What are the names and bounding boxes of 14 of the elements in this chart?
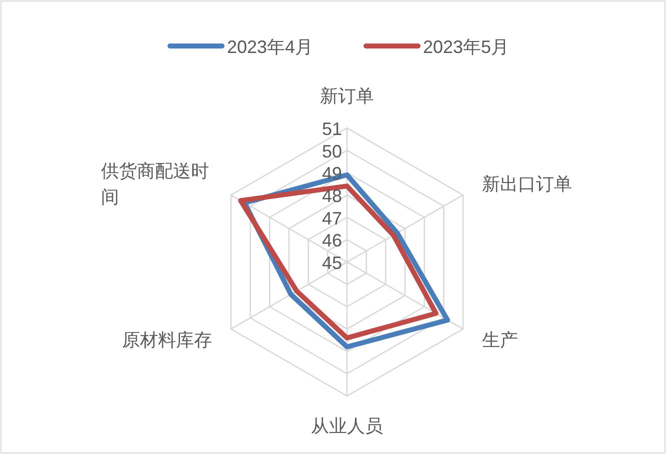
y-tick-label: 45: [322, 253, 342, 273]
spoke-label: 新订单: [320, 86, 374, 106]
y-tick-label: 46: [322, 230, 342, 251]
y-tick-label: 50: [322, 141, 342, 162]
legend-label: 2023年4月: [227, 37, 314, 57]
y-tick-label: 47: [322, 208, 342, 228]
spoke-label: 生产: [482, 330, 518, 350]
y-tick-label: 51: [322, 119, 342, 139]
spoke-label: 从业人员: [311, 416, 383, 436]
spoke-label: 供货商配送时间: [100, 161, 209, 207]
spoke-label: 原材料库存: [122, 330, 212, 350]
legend-label: 2023年5月: [423, 37, 510, 57]
y-tick-label: 48: [322, 186, 342, 206]
spoke-label: 新出口订单: [482, 174, 572, 194]
